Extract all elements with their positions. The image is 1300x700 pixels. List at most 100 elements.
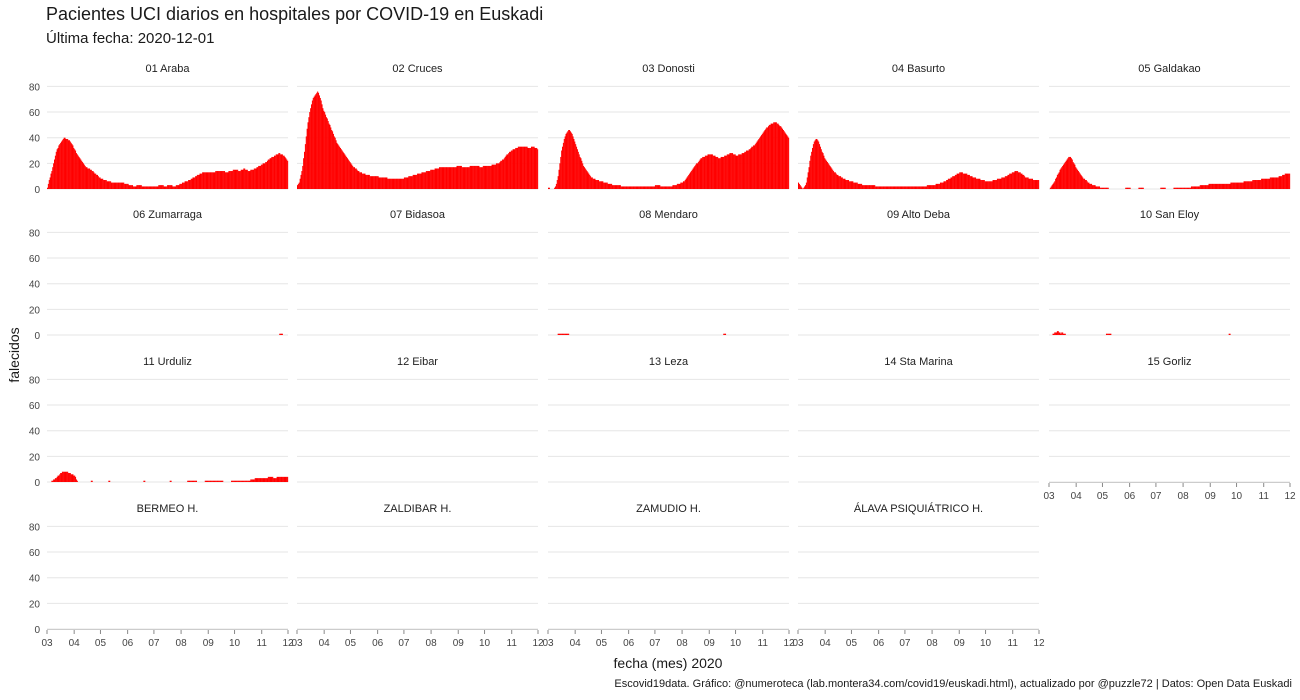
bar bbox=[850, 181, 852, 189]
bar bbox=[684, 180, 686, 189]
facet-label: 01 Araba bbox=[145, 63, 190, 75]
bar bbox=[160, 185, 162, 189]
bar bbox=[280, 154, 283, 189]
bar bbox=[176, 185, 178, 189]
bar bbox=[246, 480, 248, 482]
bar bbox=[788, 137, 790, 189]
bar bbox=[383, 177, 385, 189]
bar bbox=[192, 480, 194, 482]
bar bbox=[401, 178, 403, 189]
bar bbox=[353, 167, 355, 189]
bar bbox=[118, 182, 120, 189]
bar bbox=[1174, 187, 1176, 189]
bar bbox=[1056, 332, 1058, 335]
bar bbox=[1247, 181, 1249, 189]
bar bbox=[1173, 187, 1175, 189]
bar bbox=[525, 146, 527, 189]
bar bbox=[767, 127, 769, 189]
bar bbox=[286, 159, 288, 189]
bar bbox=[1051, 185, 1053, 189]
bar bbox=[994, 180, 996, 189]
bar bbox=[725, 333, 727, 335]
bar bbox=[808, 167, 810, 189]
bar bbox=[954, 174, 956, 189]
bar bbox=[367, 174, 369, 189]
bar bbox=[384, 177, 386, 189]
bar bbox=[939, 182, 941, 189]
bar bbox=[194, 480, 196, 482]
bar bbox=[1080, 174, 1082, 189]
bar bbox=[59, 474, 61, 482]
bar bbox=[739, 154, 741, 189]
bar bbox=[94, 173, 96, 189]
bar bbox=[1233, 182, 1235, 189]
bar bbox=[706, 155, 708, 189]
bar bbox=[110, 182, 112, 189]
bar bbox=[1273, 177, 1275, 189]
bar bbox=[153, 186, 155, 189]
bar bbox=[590, 176, 592, 189]
bar bbox=[929, 185, 931, 189]
bar bbox=[1072, 162, 1074, 189]
bar bbox=[113, 182, 115, 189]
bar bbox=[1243, 181, 1245, 189]
bar bbox=[336, 142, 338, 189]
bar bbox=[746, 150, 748, 189]
bar bbox=[766, 127, 768, 189]
bar bbox=[495, 163, 497, 189]
bar bbox=[231, 171, 233, 189]
bar bbox=[231, 480, 233, 482]
bar bbox=[997, 178, 999, 189]
bar bbox=[54, 159, 56, 189]
bar bbox=[286, 476, 288, 482]
bar bbox=[612, 185, 614, 189]
bar bbox=[168, 185, 170, 189]
bar bbox=[227, 172, 229, 189]
bar bbox=[321, 104, 323, 189]
bar bbox=[475, 165, 477, 189]
bar bbox=[884, 186, 886, 189]
bar bbox=[151, 186, 153, 189]
bar bbox=[77, 155, 79, 189]
bar bbox=[351, 164, 353, 189]
bar bbox=[1188, 187, 1190, 189]
bar bbox=[631, 186, 633, 189]
bar bbox=[368, 174, 370, 189]
bar bbox=[725, 155, 727, 189]
bar bbox=[595, 180, 597, 189]
bar bbox=[586, 171, 588, 189]
bar bbox=[524, 146, 526, 189]
bar bbox=[466, 167, 468, 189]
x-tick-label: 06 bbox=[372, 638, 384, 649]
bar bbox=[493, 164, 495, 189]
bar bbox=[340, 149, 342, 189]
bar bbox=[47, 187, 49, 189]
bar bbox=[1268, 178, 1270, 189]
bar bbox=[810, 155, 812, 189]
bar bbox=[1005, 176, 1007, 189]
x-tick-label: 08 bbox=[176, 638, 188, 649]
bar bbox=[1141, 187, 1143, 189]
bar bbox=[860, 183, 862, 189]
bar bbox=[83, 164, 85, 189]
bar bbox=[606, 182, 608, 189]
bar bbox=[264, 478, 266, 482]
bar bbox=[926, 185, 928, 189]
bar bbox=[805, 185, 807, 189]
bar bbox=[208, 480, 210, 482]
x-tick-label: 07 bbox=[649, 638, 661, 649]
bar bbox=[1180, 187, 1182, 189]
bar bbox=[1282, 174, 1284, 189]
bar bbox=[722, 156, 724, 189]
bar bbox=[516, 147, 518, 189]
bar bbox=[977, 178, 979, 189]
bar bbox=[1096, 186, 1098, 189]
bar bbox=[339, 146, 341, 189]
bar bbox=[338, 145, 340, 189]
bar bbox=[319, 97, 321, 189]
bar bbox=[548, 187, 550, 189]
bar bbox=[1107, 333, 1109, 335]
bar bbox=[123, 182, 125, 189]
bar bbox=[1011, 172, 1013, 189]
bar bbox=[890, 186, 892, 189]
